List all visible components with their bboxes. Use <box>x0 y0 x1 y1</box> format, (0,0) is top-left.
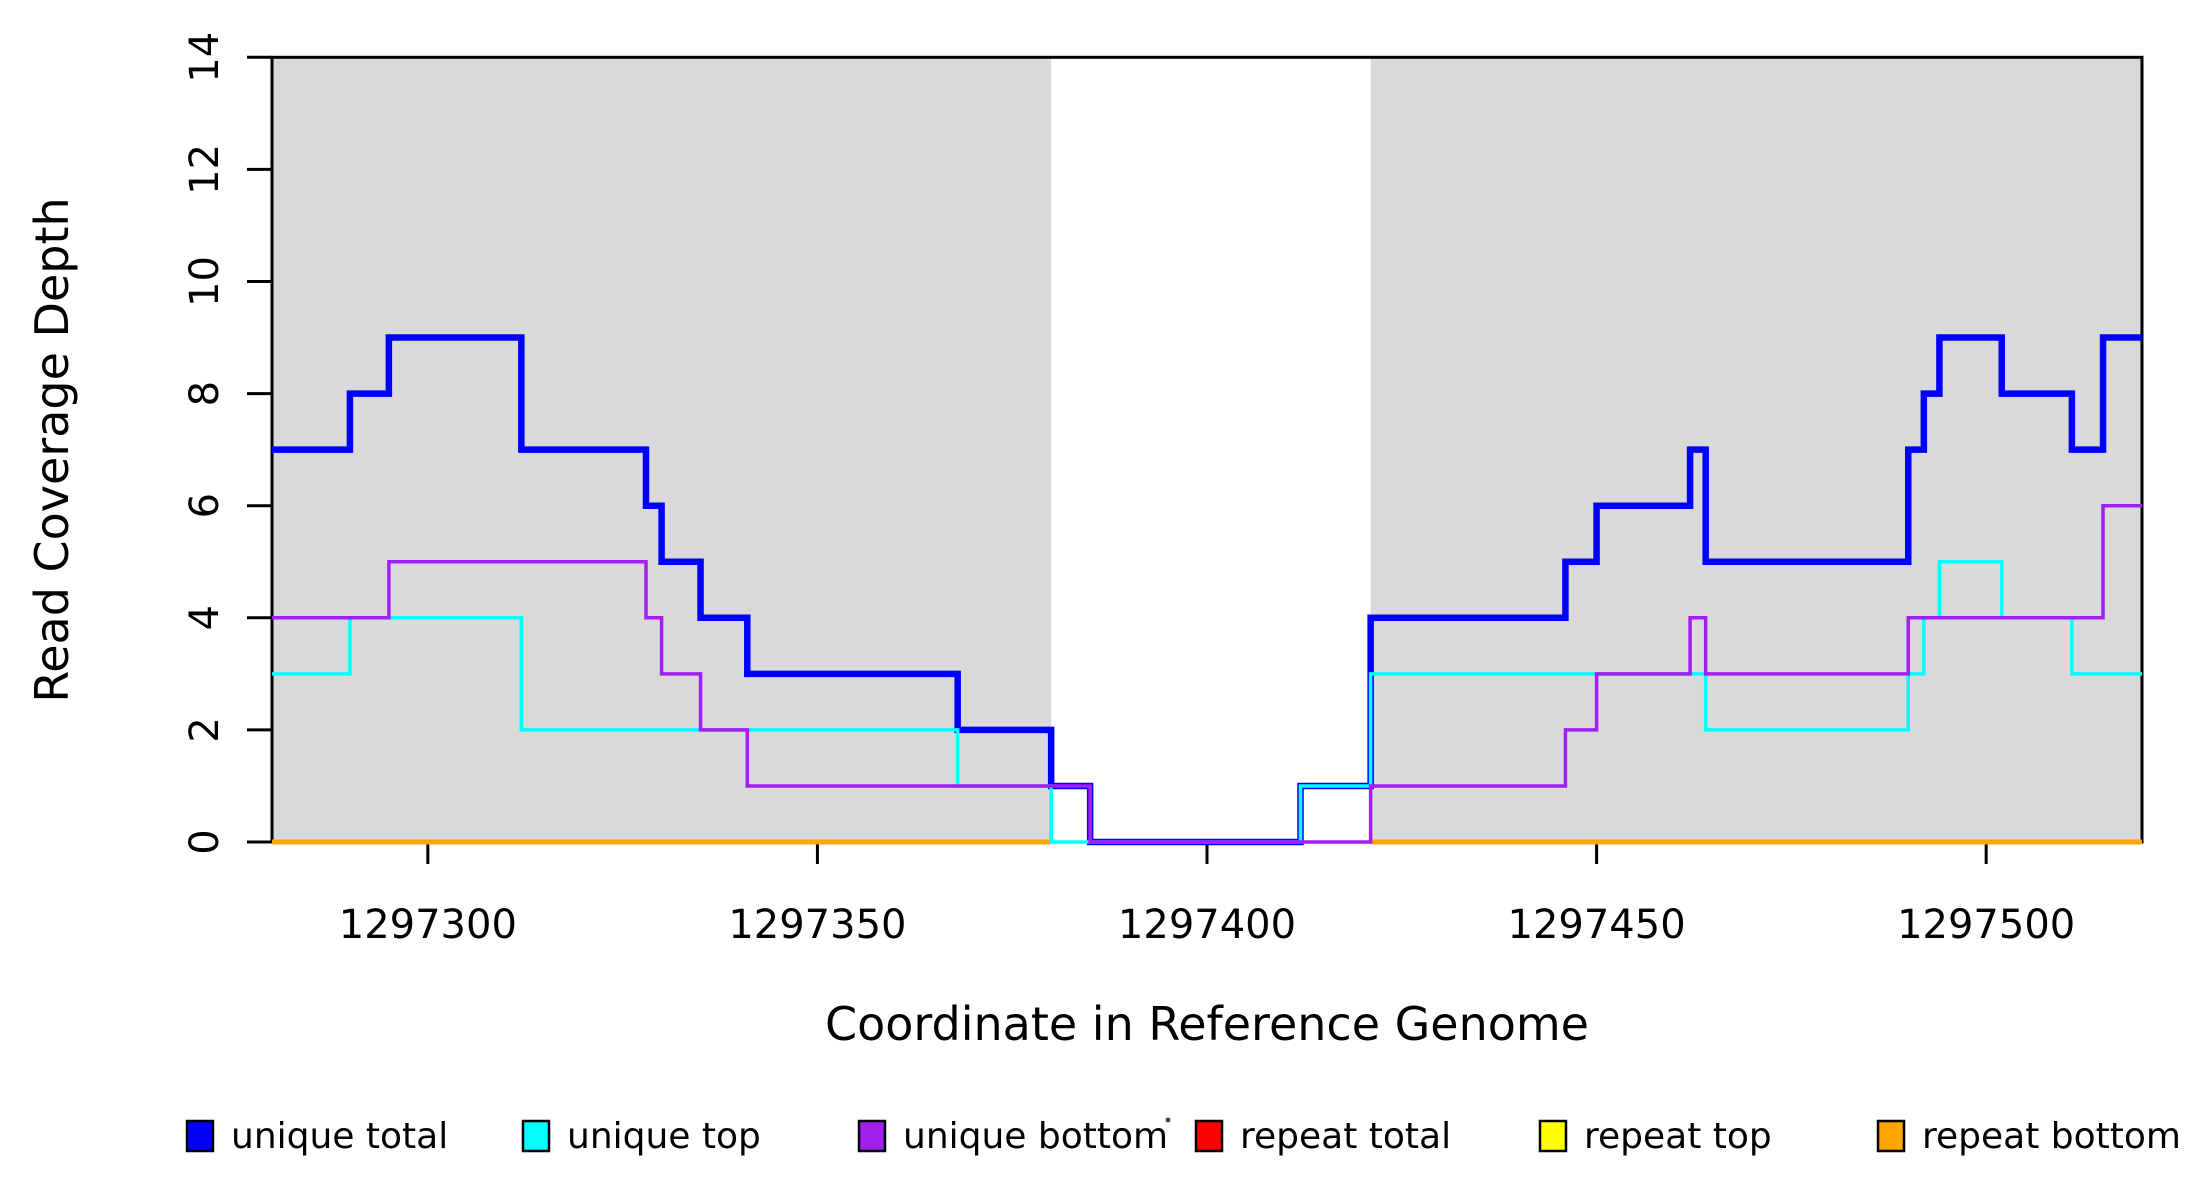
legend-swatch-unique-top <box>521 1119 551 1153</box>
legend-item-unique-top: unique top <box>521 1116 761 1157</box>
legend-label: repeat top <box>1584 1116 1772 1157</box>
series-lines <box>272 334 2142 846</box>
legend-swatch-unique-bottom <box>857 1119 887 1153</box>
series-line-unique-bottom <box>272 503 2142 844</box>
x-tick-label: 1297450 <box>1508 902 1686 948</box>
legend-swatch-unique-total <box>185 1119 215 1153</box>
legend-item-repeat-top: repeat top <box>1538 1116 1772 1157</box>
stray-mark <box>1165 1117 1171 1123</box>
legend-swatch-repeat-top <box>1538 1119 1568 1153</box>
legend-label: repeat bottom <box>1922 1116 2181 1157</box>
left-unique-region <box>272 57 1052 843</box>
y-tick-label: 14 <box>182 32 228 83</box>
series-line-unique-top <box>272 560 2142 844</box>
x-tick-label: 1297300 <box>339 902 517 948</box>
x-axis-title: Coordinate in Reference Genome <box>825 997 1589 1051</box>
legend-item-unique-total: unique total <box>185 1116 448 1157</box>
y-axis-title: Read Coverage Depth <box>25 197 79 702</box>
y-tick-label: 10 <box>182 256 228 307</box>
x-tick-label: 1297350 <box>728 902 906 948</box>
axes: 1297300 1297350 1297400 1297450 1297500 0 2 4 6 8… <box>182 32 2144 948</box>
y-tick-label: 6 <box>182 493 228 518</box>
legend-label: unique bottom <box>903 1116 1168 1157</box>
legend-label: unique total <box>231 1116 448 1157</box>
legend-label: repeat total <box>1240 1116 1451 1157</box>
background-regions <box>272 57 2142 843</box>
y-tick-label: 0 <box>182 829 228 854</box>
legend-swatch-repeat-total <box>1194 1119 1224 1153</box>
y-tick-label: 2 <box>182 717 228 742</box>
legend-swatch-repeat-bottom <box>1876 1119 1906 1153</box>
legend-label: unique top <box>567 1116 761 1157</box>
legend-item-repeat-total: repeat total <box>1194 1116 1451 1157</box>
x-tick-label: 1297400 <box>1118 902 1296 948</box>
y-tick-label: 8 <box>182 381 228 406</box>
legend: unique total unique top unique bottom repea… <box>185 1116 2181 1157</box>
x-tick-label: 1297500 <box>1897 902 2075 948</box>
y-tick-label: 4 <box>182 605 228 630</box>
y-tick-label: 12 <box>182 144 228 195</box>
right-unique-region <box>1370 57 2142 843</box>
legend-item-repeat-bottom: repeat bottom <box>1876 1116 2181 1157</box>
legend-item-unique-bottom: unique bottom <box>857 1116 1168 1157</box>
